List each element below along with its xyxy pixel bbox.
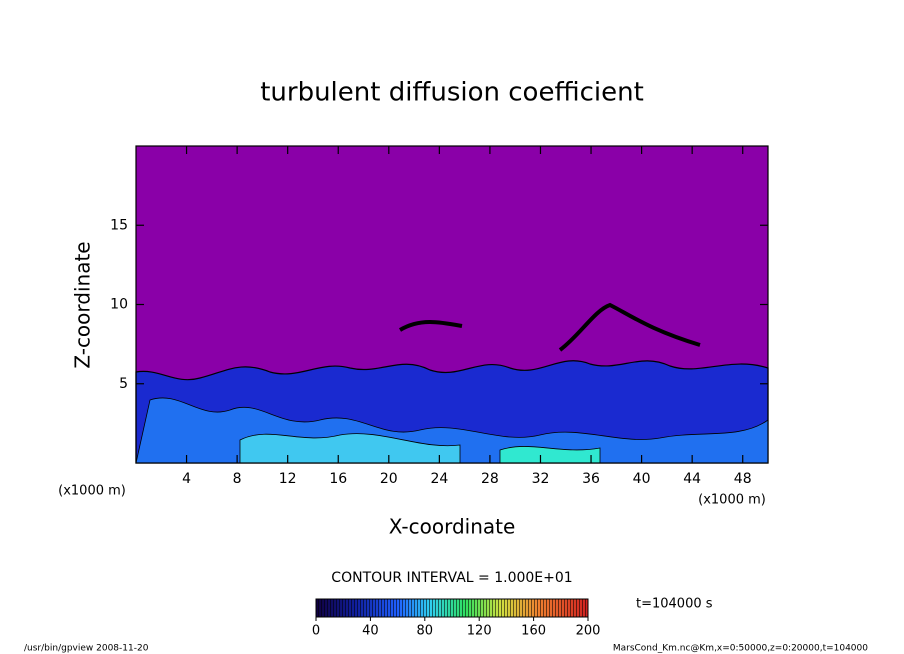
x-unit-label: (x1000 m) bbox=[58, 484, 126, 499]
x-tick-label: 40 bbox=[633, 471, 651, 487]
contour-interval: CONTOUR INTERVAL = 1.000E+01 bbox=[331, 570, 572, 586]
chart-title: turbulent diffusion coefficient bbox=[260, 78, 644, 108]
time-label: t=104000 s bbox=[636, 597, 713, 612]
colorbar-tick-label: 40 bbox=[362, 624, 379, 639]
x-tick-label: 20 bbox=[380, 471, 398, 487]
x-tick-label: 24 bbox=[430, 471, 448, 487]
colorbar-tick-label: 160 bbox=[521, 624, 546, 639]
x-tick-label: 16 bbox=[329, 471, 347, 487]
y-axis-label: Z-coordinate bbox=[71, 241, 95, 368]
colorbar-tick-label: 120 bbox=[467, 624, 492, 639]
x-tick-label: 12 bbox=[279, 471, 297, 487]
x-tick-label: 36 bbox=[582, 471, 600, 487]
colorbar-tick-label: 0 bbox=[312, 624, 320, 639]
colorbar-tick-label: 200 bbox=[576, 624, 601, 639]
colorbar-frame bbox=[315, 598, 589, 618]
x-tick-label: 32 bbox=[532, 471, 550, 487]
footer-right: MarsCond_Km.nc@Km,x=0:50000,z=0:20000,t=… bbox=[613, 644, 868, 654]
x-tick-label: 28 bbox=[481, 471, 499, 487]
x-tick-label: 8 bbox=[233, 471, 242, 487]
colorbar-tick-label: 80 bbox=[417, 624, 434, 639]
y-tick-label: 15 bbox=[110, 217, 128, 233]
x-unit-label: (x1000 m) bbox=[698, 493, 766, 508]
x-axis-label: X-coordinate bbox=[389, 515, 516, 539]
x-tick-label: 4 bbox=[182, 471, 191, 487]
footer-left: /usr/bin/gpview 2008-11-20 bbox=[24, 644, 149, 654]
x-tick-label: 48 bbox=[734, 471, 752, 487]
y-tick-label: 5 bbox=[119, 376, 128, 392]
contour-field bbox=[135, 146, 769, 464]
y-tick-label: 10 bbox=[110, 297, 128, 313]
colorbar-stripes bbox=[316, 599, 588, 617]
x-tick-label: 44 bbox=[683, 471, 701, 487]
